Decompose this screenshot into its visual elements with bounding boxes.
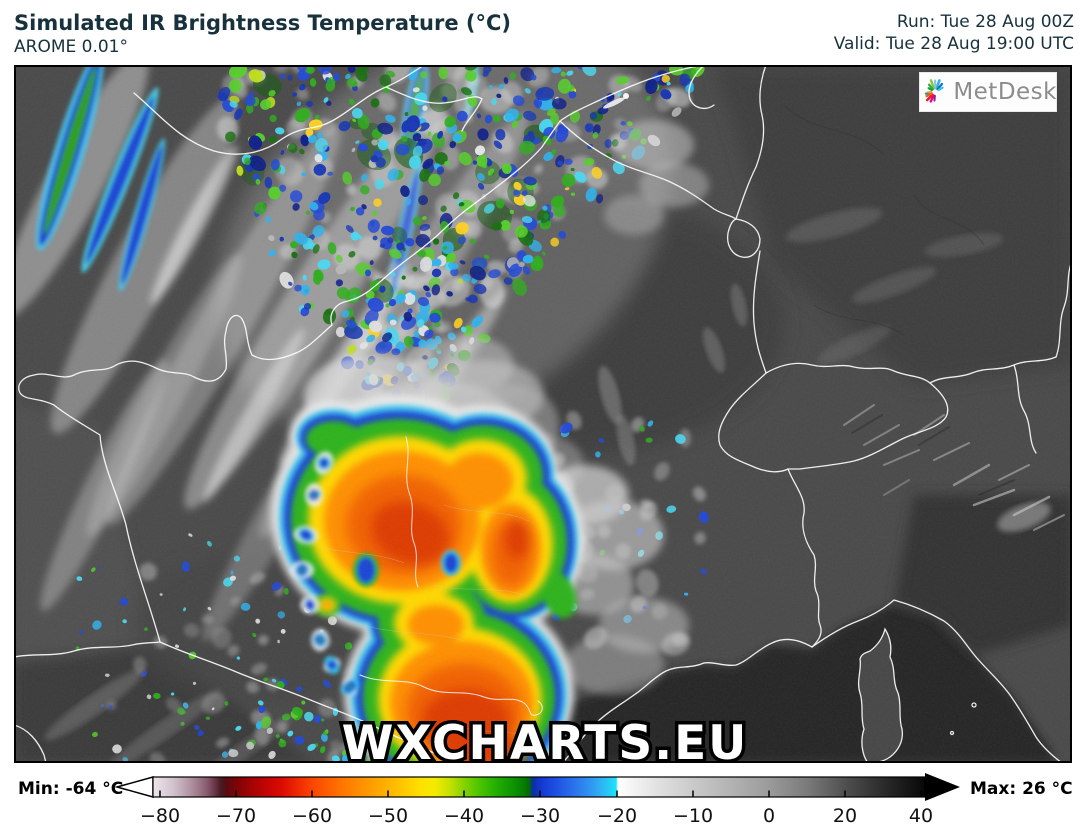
colorbar-tick-labels: −80 −70 −60 −50 −40 −30 −20 −10 0 20 40 xyxy=(140,805,933,827)
satellite-imagery: WXCHARTS.EU xyxy=(14,65,1072,763)
svg-text:−20: −20 xyxy=(597,805,637,827)
weather-map: WXCHARTS.EU xyxy=(14,65,1072,763)
colorbar: Min: -64 °C −80 −70 −60 −50 −40 −30 −20 … xyxy=(18,773,1073,827)
watermark-text: WXCHARTS.EU xyxy=(342,716,749,763)
svg-text:−30: −30 xyxy=(520,805,560,827)
svg-text:40: 40 xyxy=(909,805,933,827)
svg-text:−70: −70 xyxy=(216,805,256,827)
svg-text:−50: −50 xyxy=(368,805,408,827)
colorbar-max-label: Max: 26 °C xyxy=(970,779,1073,799)
map-frame xyxy=(14,65,1072,763)
valid-time-label: Valid: Tue 28 Aug 19:00 UTC xyxy=(833,34,1074,54)
svg-text:0: 0 xyxy=(763,805,775,827)
metdesk-logo: MetDesk xyxy=(919,72,1057,112)
svg-text:−60: −60 xyxy=(292,805,332,827)
metdesk-starburst-icon xyxy=(924,79,944,103)
colorbar-right-arrow xyxy=(925,773,960,801)
svg-text:−10: −10 xyxy=(673,805,713,827)
run-time-label: Run: Tue 28 Aug 00Z xyxy=(896,12,1074,32)
metdesk-logo-text: MetDesk xyxy=(953,79,1057,105)
svg-text:−80: −80 xyxy=(140,805,180,827)
colorbar-min-label: Min: -64 °C xyxy=(18,779,123,799)
svg-text:20: 20 xyxy=(833,805,857,827)
svg-text:−40: −40 xyxy=(444,805,484,827)
colorbar-gradient xyxy=(152,776,926,798)
model-subtitle: AROME 0.01° xyxy=(14,37,128,57)
page-title: Simulated IR Brightness Temperature (°C) xyxy=(14,11,511,35)
ir-noise-texture xyxy=(14,65,1072,763)
colorbar-ticks xyxy=(159,790,922,797)
